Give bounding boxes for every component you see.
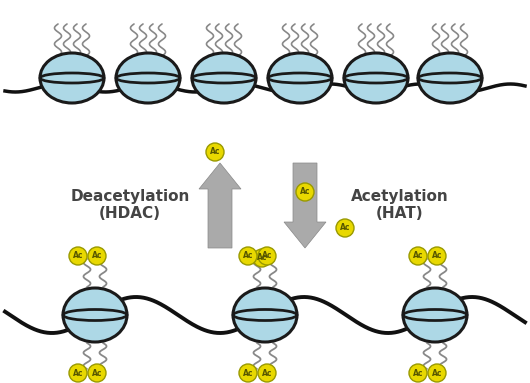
Ellipse shape bbox=[268, 53, 332, 103]
Circle shape bbox=[258, 364, 276, 382]
Text: Ac: Ac bbox=[73, 368, 83, 378]
Ellipse shape bbox=[40, 53, 104, 103]
Text: Deacetylation
(HDAC): Deacetylation (HDAC) bbox=[70, 189, 190, 221]
Ellipse shape bbox=[116, 53, 180, 103]
Text: Ac: Ac bbox=[257, 254, 267, 262]
Ellipse shape bbox=[63, 309, 127, 321]
Circle shape bbox=[258, 247, 276, 265]
Ellipse shape bbox=[192, 73, 256, 83]
Ellipse shape bbox=[418, 53, 482, 103]
Text: Ac: Ac bbox=[92, 252, 102, 260]
Ellipse shape bbox=[344, 73, 408, 83]
Circle shape bbox=[88, 364, 106, 382]
Text: Ac: Ac bbox=[432, 368, 442, 378]
Circle shape bbox=[69, 364, 87, 382]
Circle shape bbox=[428, 364, 446, 382]
Circle shape bbox=[253, 249, 271, 267]
Circle shape bbox=[409, 364, 427, 382]
Circle shape bbox=[206, 143, 224, 161]
Ellipse shape bbox=[233, 288, 297, 342]
Circle shape bbox=[239, 247, 257, 265]
Circle shape bbox=[69, 247, 87, 265]
Text: Ac: Ac bbox=[413, 368, 423, 378]
Circle shape bbox=[336, 219, 354, 237]
Ellipse shape bbox=[418, 73, 482, 83]
Text: Ac: Ac bbox=[243, 368, 253, 378]
Circle shape bbox=[88, 247, 106, 265]
Text: Acetylation
(HAT): Acetylation (HAT) bbox=[351, 189, 449, 221]
Ellipse shape bbox=[233, 309, 297, 321]
Text: Ac: Ac bbox=[432, 252, 442, 260]
Circle shape bbox=[409, 247, 427, 265]
Ellipse shape bbox=[63, 288, 127, 342]
Text: Ac: Ac bbox=[210, 147, 220, 157]
Ellipse shape bbox=[268, 73, 332, 83]
Ellipse shape bbox=[40, 73, 104, 83]
Ellipse shape bbox=[403, 288, 467, 342]
FancyArrow shape bbox=[199, 163, 241, 248]
Circle shape bbox=[428, 247, 446, 265]
Text: Ac: Ac bbox=[73, 252, 83, 260]
Text: Ac: Ac bbox=[413, 252, 423, 260]
Ellipse shape bbox=[192, 53, 256, 103]
Text: Ac: Ac bbox=[300, 188, 310, 196]
Text: Ac: Ac bbox=[92, 368, 102, 378]
Ellipse shape bbox=[116, 73, 180, 83]
Text: Ac: Ac bbox=[262, 368, 272, 378]
Text: Ac: Ac bbox=[243, 252, 253, 260]
Text: Ac: Ac bbox=[262, 252, 272, 260]
Ellipse shape bbox=[344, 53, 408, 103]
Ellipse shape bbox=[403, 309, 467, 321]
Text: Ac: Ac bbox=[340, 224, 350, 232]
FancyArrow shape bbox=[284, 163, 326, 248]
Circle shape bbox=[296, 183, 314, 201]
Circle shape bbox=[239, 364, 257, 382]
